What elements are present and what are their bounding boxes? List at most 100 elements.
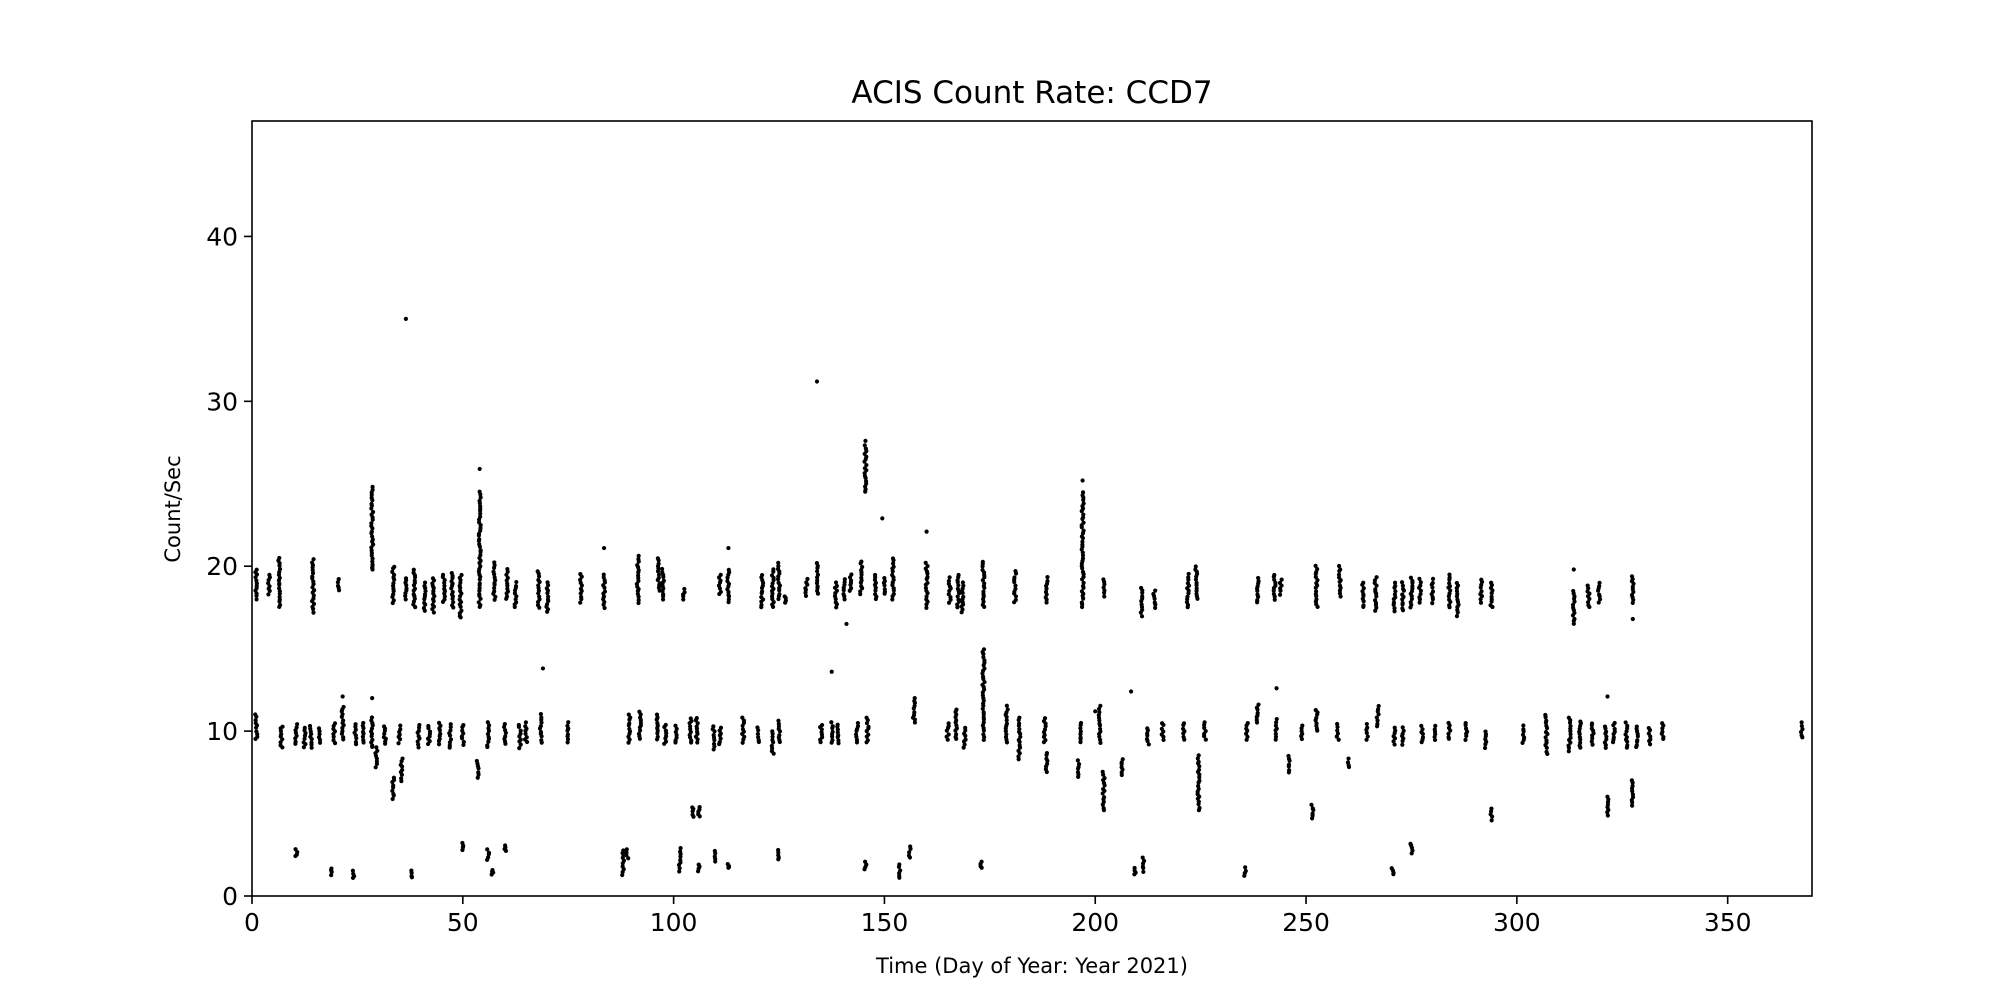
data-point xyxy=(1081,520,1086,525)
data-point xyxy=(1337,563,1342,569)
data-point xyxy=(1004,732,1009,737)
data-point xyxy=(1799,733,1804,738)
data-point xyxy=(694,724,699,729)
data-point xyxy=(485,731,491,737)
data-point xyxy=(979,859,984,864)
data-point xyxy=(1315,567,1320,572)
data-point xyxy=(1572,616,1577,622)
data-point xyxy=(578,571,583,577)
data-point xyxy=(726,567,731,572)
data-point xyxy=(1566,749,1571,754)
data-point xyxy=(430,602,435,607)
data-point xyxy=(1585,600,1591,605)
data-point xyxy=(1274,686,1279,691)
data-point xyxy=(1274,716,1279,722)
data-point xyxy=(1612,720,1617,726)
data-point xyxy=(954,732,959,737)
x-axis-ticks: 0 50 100 150 200 250 300 350 xyxy=(244,896,1752,937)
data-point xyxy=(759,602,764,608)
data-point xyxy=(1375,721,1380,727)
data-point xyxy=(712,854,717,859)
data-point xyxy=(836,738,841,743)
data-point xyxy=(803,586,808,591)
data-point xyxy=(627,721,632,726)
data-point xyxy=(1202,720,1207,725)
data-point xyxy=(1132,865,1137,871)
data-point xyxy=(311,610,316,615)
data-point xyxy=(664,734,669,739)
data-point xyxy=(880,516,885,521)
data-point xyxy=(681,597,686,602)
data-point xyxy=(421,606,427,611)
data-point xyxy=(1585,589,1590,594)
data-point xyxy=(866,732,871,737)
data-point xyxy=(1597,592,1602,597)
data-point xyxy=(1544,718,1549,723)
data-point xyxy=(755,731,761,737)
data-point xyxy=(1146,742,1151,747)
data-point xyxy=(1335,724,1340,730)
data-point xyxy=(477,592,482,597)
data-point xyxy=(601,545,607,551)
data-point xyxy=(654,712,660,717)
data-point xyxy=(1463,737,1468,742)
data-point xyxy=(982,581,987,586)
data-point xyxy=(1612,726,1617,732)
data-point xyxy=(390,796,395,802)
data-point xyxy=(461,723,466,728)
data-point xyxy=(492,589,497,594)
data-point xyxy=(636,573,641,578)
data-point xyxy=(436,720,442,725)
data-point xyxy=(602,589,608,594)
plot-frame xyxy=(251,120,1813,897)
data-point xyxy=(1196,783,1201,789)
data-point xyxy=(1079,589,1085,594)
data-point xyxy=(477,537,482,542)
data-point xyxy=(475,775,480,780)
data-point xyxy=(711,741,717,747)
data-point xyxy=(1585,583,1590,588)
data-point xyxy=(678,849,683,854)
data-point xyxy=(1101,577,1106,582)
data-point xyxy=(1419,723,1424,728)
data-point xyxy=(1586,603,1591,608)
data-point xyxy=(717,739,722,745)
data-point xyxy=(912,710,917,715)
data-point xyxy=(755,725,760,730)
data-point xyxy=(1075,758,1080,763)
data-point xyxy=(1479,577,1484,582)
data-point xyxy=(777,733,782,738)
data-point xyxy=(1589,721,1595,726)
data-point xyxy=(1153,588,1158,593)
data-point xyxy=(1161,737,1166,743)
data-point xyxy=(293,739,298,744)
data-point xyxy=(1254,705,1259,710)
y-tick-label: 0 xyxy=(222,882,238,911)
data-point xyxy=(955,594,960,599)
data-point xyxy=(815,569,820,574)
data-point xyxy=(1013,569,1018,574)
data-point xyxy=(277,555,282,561)
data-point xyxy=(293,847,298,852)
data-point xyxy=(440,572,446,578)
data-point xyxy=(981,589,986,594)
data-point xyxy=(1273,580,1278,586)
data-point xyxy=(1141,869,1146,875)
data-point xyxy=(1078,726,1083,731)
data-point xyxy=(565,732,570,737)
data-point xyxy=(309,740,314,745)
data-point xyxy=(678,846,683,851)
data-point xyxy=(848,578,854,583)
data-point xyxy=(537,594,542,599)
data-point xyxy=(477,581,482,586)
data-point xyxy=(1372,578,1378,583)
data-point xyxy=(485,720,490,725)
data-point xyxy=(1017,715,1022,720)
data-point xyxy=(1446,720,1451,726)
data-point xyxy=(1013,583,1018,588)
data-point xyxy=(1336,737,1341,742)
data-point xyxy=(398,762,403,767)
data-point xyxy=(1196,767,1202,772)
data-point xyxy=(1202,725,1207,731)
